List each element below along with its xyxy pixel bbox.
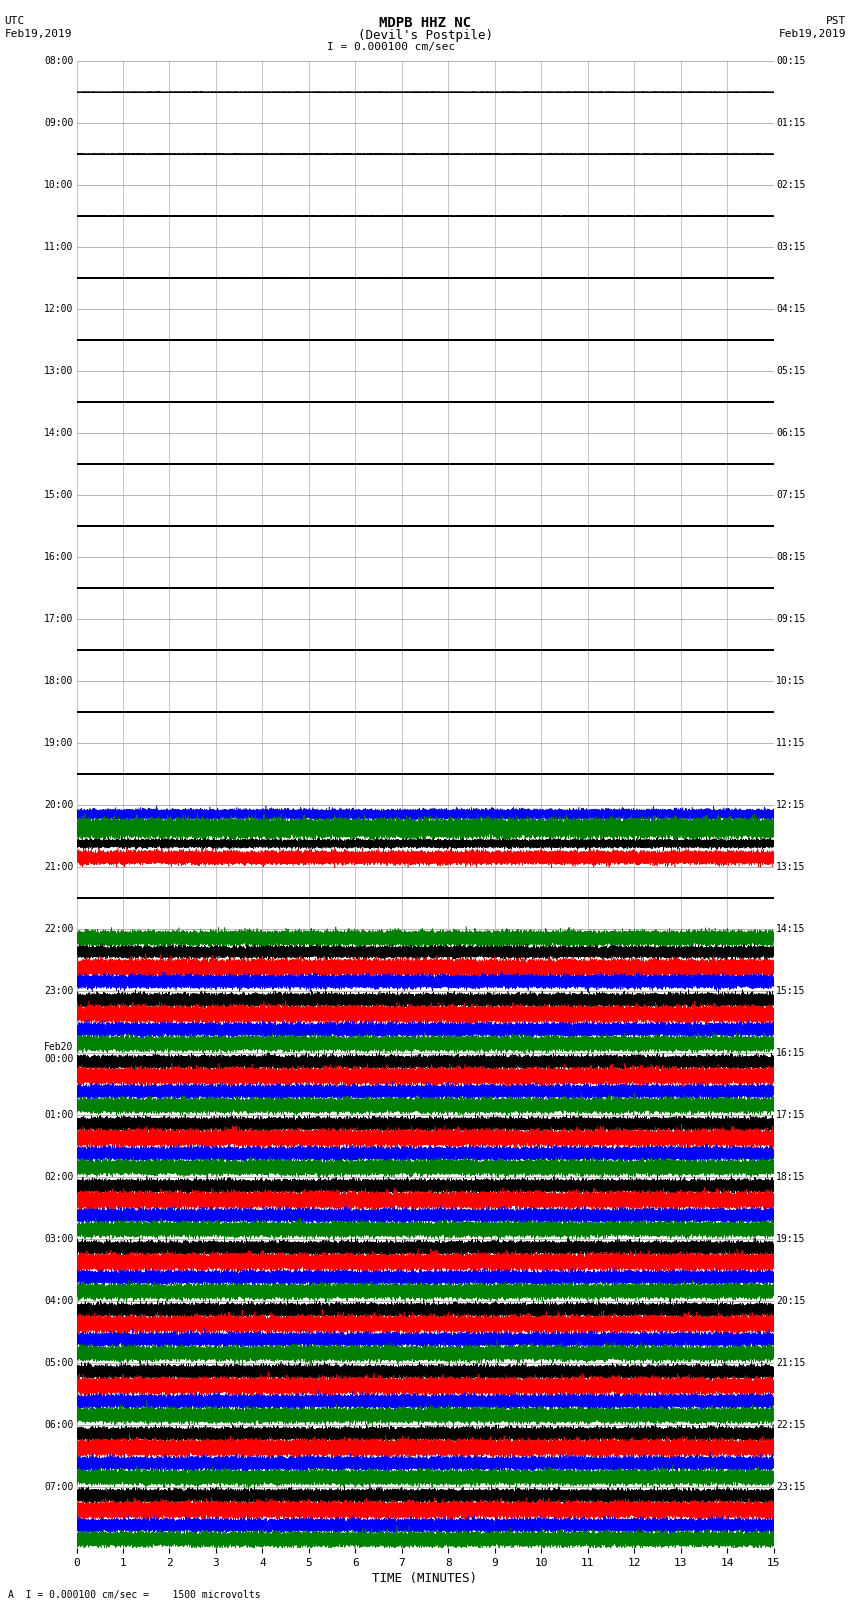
- Text: A  I = 0.000100 cm/sec =    1500 microvolts: A I = 0.000100 cm/sec = 1500 microvolts: [8, 1590, 261, 1600]
- Text: (Devil's Postpile): (Devil's Postpile): [358, 29, 492, 42]
- X-axis label: TIME (MINUTES): TIME (MINUTES): [372, 1573, 478, 1586]
- Text: Feb19,2019: Feb19,2019: [4, 29, 71, 39]
- Text: PST: PST: [825, 16, 846, 26]
- Text: MDPB HHZ NC: MDPB HHZ NC: [379, 16, 471, 31]
- Text: I = 0.000100 cm/sec: I = 0.000100 cm/sec: [327, 42, 455, 52]
- Text: Feb19,2019: Feb19,2019: [779, 29, 846, 39]
- Text: UTC: UTC: [4, 16, 25, 26]
